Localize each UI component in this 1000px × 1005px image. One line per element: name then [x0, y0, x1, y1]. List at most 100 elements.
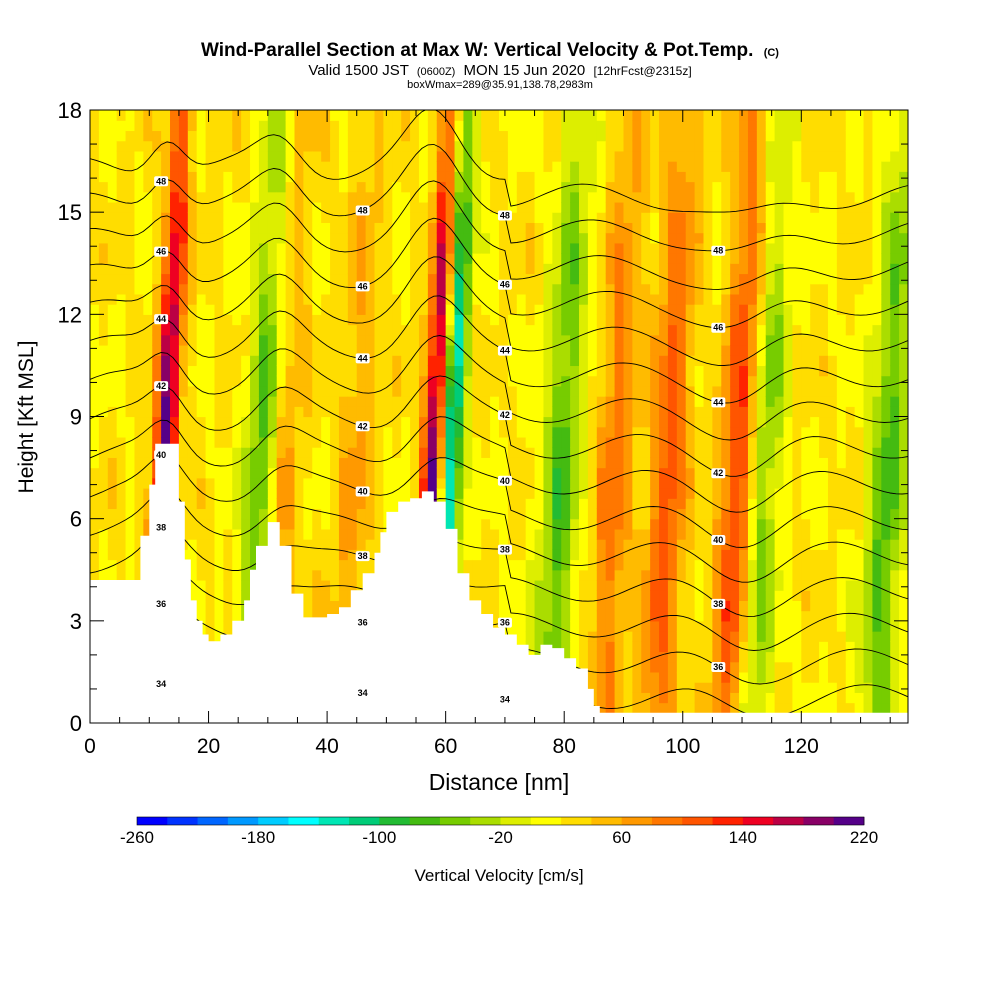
velocity-cell	[214, 590, 224, 601]
velocity-cell	[347, 396, 358, 407]
velocity-cell	[739, 518, 749, 530]
velocity-cell	[463, 201, 473, 213]
velocity-cell	[534, 253, 545, 264]
velocity-cell	[641, 242, 651, 254]
velocity-cell	[374, 283, 385, 295]
velocity-cell	[507, 385, 518, 397]
velocity-cell	[481, 467, 491, 479]
velocity-cell	[596, 334, 607, 346]
velocity-cell	[338, 253, 349, 264]
velocity-cell	[685, 344, 696, 356]
velocity-cell	[116, 406, 127, 418]
velocity-cell	[570, 508, 580, 520]
velocity-cell	[703, 631, 713, 642]
velocity-cell	[676, 355, 687, 367]
velocity-cell	[819, 344, 829, 356]
velocity-cell	[125, 406, 136, 418]
velocity-cell	[525, 355, 536, 367]
velocity-cell	[98, 201, 109, 213]
velocity-cell	[232, 110, 242, 121]
velocity-cell	[312, 355, 322, 367]
velocity-cell	[134, 416, 144, 428]
velocity-cell	[143, 467, 153, 479]
velocity-cell	[801, 436, 811, 448]
velocity-cell	[667, 171, 678, 183]
velocity-cell	[641, 130, 651, 142]
velocity-cell	[232, 539, 242, 550]
velocity-cell	[641, 416, 651, 428]
velocity-cell	[303, 334, 313, 346]
velocity-cell	[641, 212, 651, 223]
velocity-cell	[347, 222, 358, 234]
velocity-cell	[623, 641, 633, 653]
velocity-cell	[356, 161, 367, 172]
velocity-cell	[614, 242, 625, 254]
velocity-cell	[427, 283, 438, 295]
velocity-cell	[223, 242, 233, 254]
velocity-cell	[107, 477, 118, 489]
velocity-cell	[205, 518, 216, 530]
velocity-cell	[765, 212, 776, 223]
velocity-cell	[250, 488, 260, 499]
velocity-cell	[285, 212, 296, 223]
velocity-cell	[632, 651, 642, 663]
velocity-cell	[765, 314, 776, 326]
velocity-cell	[667, 130, 678, 142]
velocity-cell	[587, 232, 598, 244]
velocity-cell	[232, 242, 242, 254]
velocity-cell	[401, 263, 411, 275]
velocity-cell	[747, 518, 758, 530]
velocity-cell	[303, 242, 313, 254]
velocity-cell	[632, 212, 642, 223]
velocity-cell	[774, 263, 785, 275]
velocity-cell	[418, 457, 429, 469]
velocity-cell	[561, 518, 571, 530]
velocity-cell	[676, 324, 687, 336]
velocity-cell	[819, 692, 829, 704]
velocity-cell	[232, 498, 242, 510]
velocity-cell	[223, 283, 233, 295]
velocity-cell	[632, 181, 642, 193]
velocity-cell	[187, 344, 198, 356]
velocity-cell	[703, 651, 713, 663]
velocity-cell	[801, 120, 811, 132]
velocity-cell	[507, 436, 518, 448]
velocity-cell	[703, 406, 713, 418]
velocity-cell	[667, 242, 678, 254]
velocity-cell	[747, 201, 758, 213]
velocity-cell	[481, 293, 491, 305]
velocity-cell	[614, 559, 625, 571]
velocity-cell	[481, 222, 491, 234]
velocity-cell	[783, 426, 794, 438]
velocity-cell	[427, 273, 438, 285]
velocity-cell	[321, 355, 331, 367]
velocity-cell	[321, 436, 331, 448]
velocity-cell	[401, 171, 411, 183]
velocity-cell	[303, 569, 313, 581]
velocity-cell	[90, 130, 100, 142]
velocity-cell	[516, 304, 527, 315]
velocity-cell	[774, 222, 785, 234]
velocity-cell	[783, 161, 794, 172]
velocity-cell	[765, 110, 776, 121]
velocity-cell	[196, 130, 207, 142]
velocity-cell	[765, 661, 776, 673]
velocity-cell	[721, 191, 731, 203]
velocity-cell	[721, 293, 731, 305]
velocity-cell	[143, 447, 153, 458]
velocity-cell	[756, 375, 767, 387]
velocity-cell	[499, 385, 509, 397]
velocity-cell	[730, 692, 740, 704]
velocity-cell	[801, 477, 811, 489]
velocity-cell	[90, 161, 100, 172]
velocity-cell	[801, 579, 811, 591]
velocity-cell	[232, 140, 242, 152]
velocity-cell	[792, 242, 802, 254]
velocity-cell	[170, 161, 180, 172]
velocity-cell	[570, 488, 580, 499]
velocity-cell	[667, 651, 678, 663]
velocity-cell	[116, 528, 127, 540]
velocity-cell	[730, 488, 740, 499]
velocity-cell	[490, 539, 500, 550]
velocity-cell	[810, 293, 820, 305]
